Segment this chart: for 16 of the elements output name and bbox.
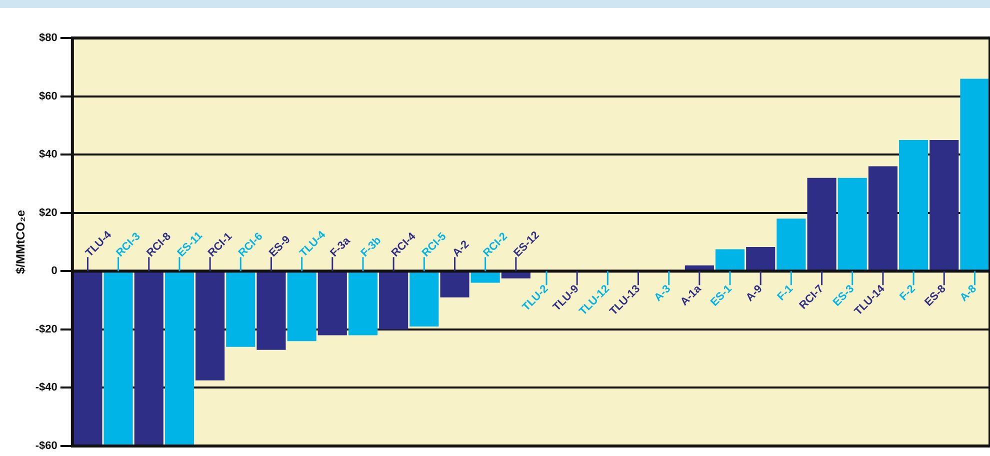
x-tick-label: F-1 [775,282,796,304]
y-tick-label: $40 [39,148,58,161]
x-tick-label: F-2 [898,282,918,304]
y-tick-label: -$20 [35,323,58,336]
y-tick-label: 0 [51,265,58,278]
y-axis-title: $/MMtCO₂e [14,210,28,274]
y-tick-label: -$40 [35,382,58,394]
y-tick-label: -$60 [35,440,58,452]
y-tick-label: $60 [39,90,58,102]
x-tick-label: A-9 [744,282,765,304]
y-tick-label: $20 [39,206,58,219]
x-tick-label: A-8 [958,282,979,304]
x-tick-label: A-3 [652,282,674,304]
x-tick-label: A-2 [450,238,472,260]
x-tick-label: F-3a [328,234,354,260]
y-tick-label: $80 [39,32,58,44]
